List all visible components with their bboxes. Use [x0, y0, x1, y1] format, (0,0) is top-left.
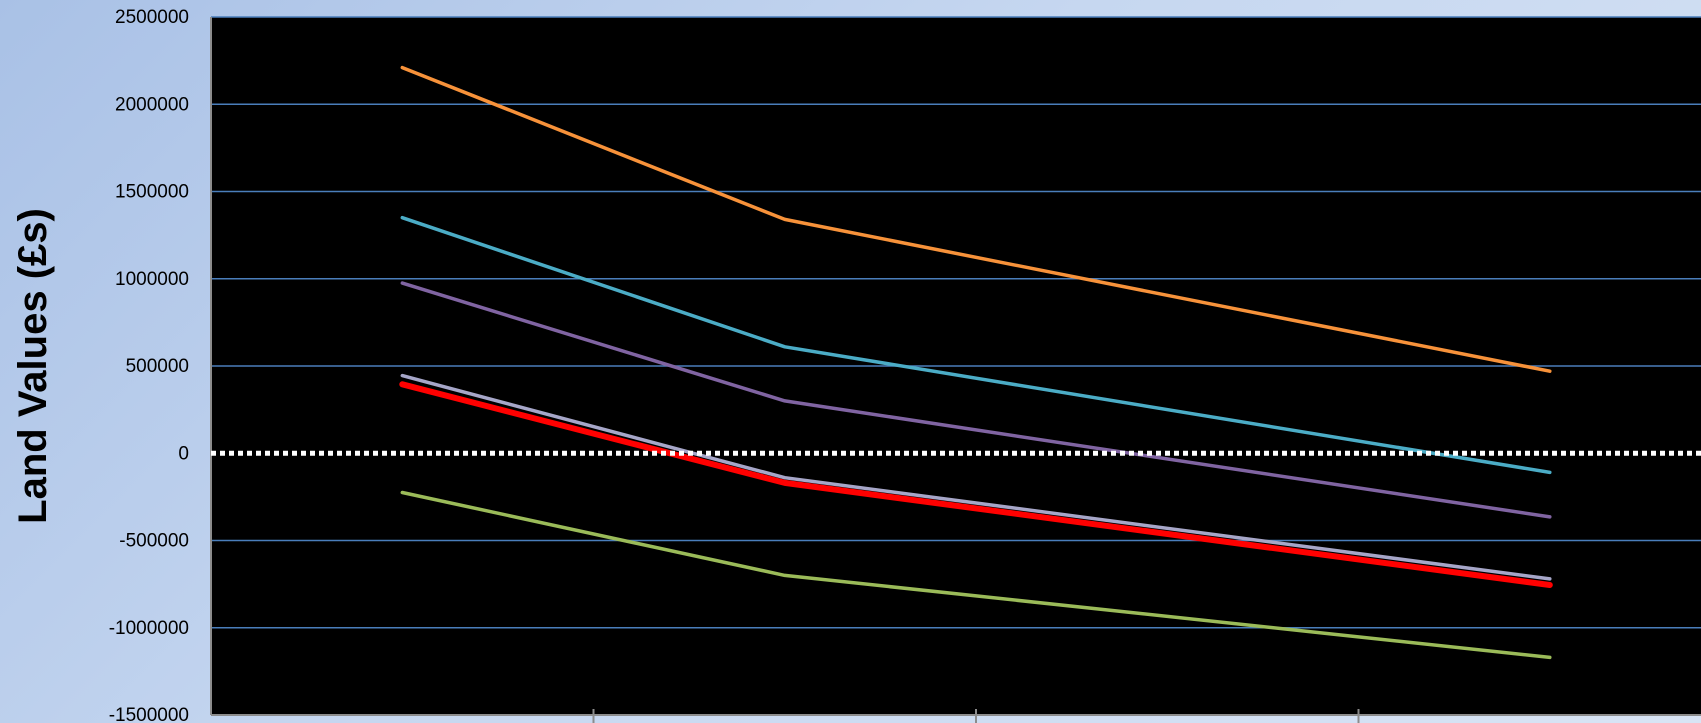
y-tick-label: 2000000: [115, 94, 189, 115]
y-tick-label: -1000000: [109, 618, 189, 639]
y-tick-label: -500000: [119, 531, 189, 552]
series-line-5: [399, 381, 1553, 588]
y-axis-label: Land Values (£s): [11, 208, 55, 524]
series-line-6: [400, 490, 1552, 660]
series-line-3: [400, 281, 1552, 519]
y-tick-label: 2500000: [115, 7, 189, 28]
series-line-4: [400, 373, 1552, 581]
y-tick-label: 0: [178, 443, 189, 464]
y-tick-label: 500000: [126, 356, 189, 377]
y-tick-label: -1500000: [109, 705, 189, 723]
y-tick-label: 1500000: [115, 182, 189, 203]
y-tick-label: 1000000: [115, 269, 189, 290]
series-line-2: [400, 215, 1552, 475]
series-line-1: [400, 65, 1552, 373]
